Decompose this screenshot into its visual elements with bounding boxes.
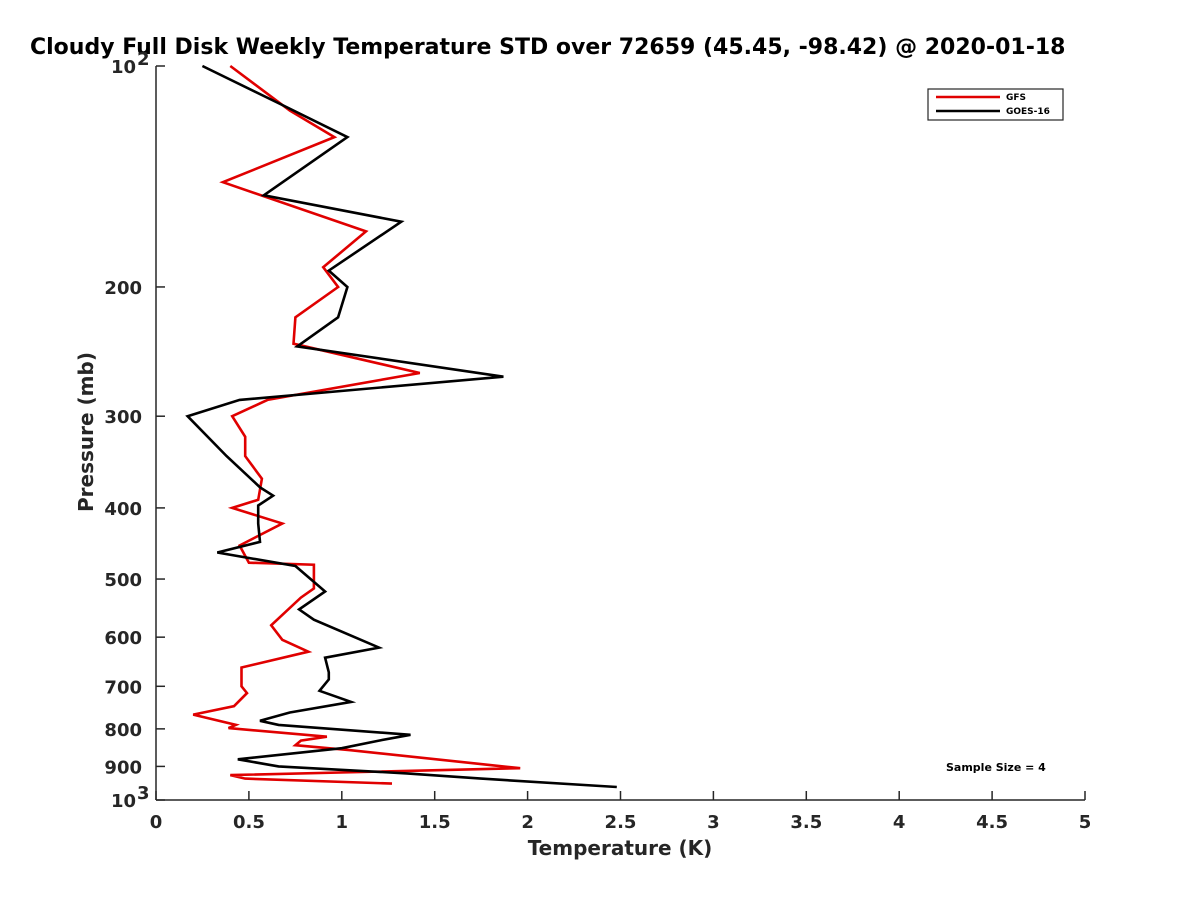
- y-tick-label: 200: [104, 278, 142, 299]
- y-tick-label: 700: [104, 677, 142, 698]
- x-tick-label: 4.5: [976, 812, 1008, 833]
- x-tick-label: 0.5: [233, 812, 265, 833]
- y-tick-label: 300: [104, 407, 142, 428]
- legend-box: [927, 88, 1064, 121]
- x-tick-label: 3.5: [790, 812, 822, 833]
- plot-axes: 0 0.5 1 1.5 2 2.5 3 3.5 4 4.5 510 22003004005006007…: [104, 49, 1091, 833]
- y-tick-label: 600: [104, 628, 142, 649]
- sample-size-annotation: Sample Size = 4: [946, 761, 1046, 774]
- x-tick-label: 2: [521, 812, 534, 833]
- legend-entry: GOES-16: [1006, 107, 1050, 117]
- y-tick-label: 10: [111, 791, 136, 812]
- series-line-gfs: [192, 64, 521, 785]
- x-tick-label: 0: [150, 812, 163, 833]
- y-tick-label: 500: [104, 570, 142, 591]
- y-tick-label: 900: [104, 757, 142, 778]
- x-tick-label: 2.5: [605, 812, 637, 833]
- y-axis-label: Pressure (mb): [74, 352, 98, 512]
- plot-series: [185, 64, 617, 789]
- legend: GFS GOES-16: [927, 88, 1064, 121]
- y-tick-exponent: 3: [137, 783, 150, 804]
- x-tick-label: 5: [1079, 812, 1092, 833]
- x-axis-label: Temperature (K): [528, 836, 713, 860]
- x-tick-label: 3: [707, 812, 720, 833]
- series-line-goes-16: [185, 64, 617, 789]
- x-tick-label: 4: [893, 812, 906, 833]
- y-tick-exponent: 2: [137, 49, 150, 70]
- chart-title: Cloudy Full Disk Weekly Temperature STD …: [30, 35, 1065, 60]
- y-tick-label: 10: [111, 57, 136, 78]
- x-tick-label: 1.5: [419, 812, 451, 833]
- y-tick-label: 400: [104, 499, 142, 520]
- legend-entry: GFS: [1006, 93, 1026, 103]
- x-tick-label: 1: [336, 812, 349, 833]
- y-tick-label: 800: [104, 720, 142, 741]
